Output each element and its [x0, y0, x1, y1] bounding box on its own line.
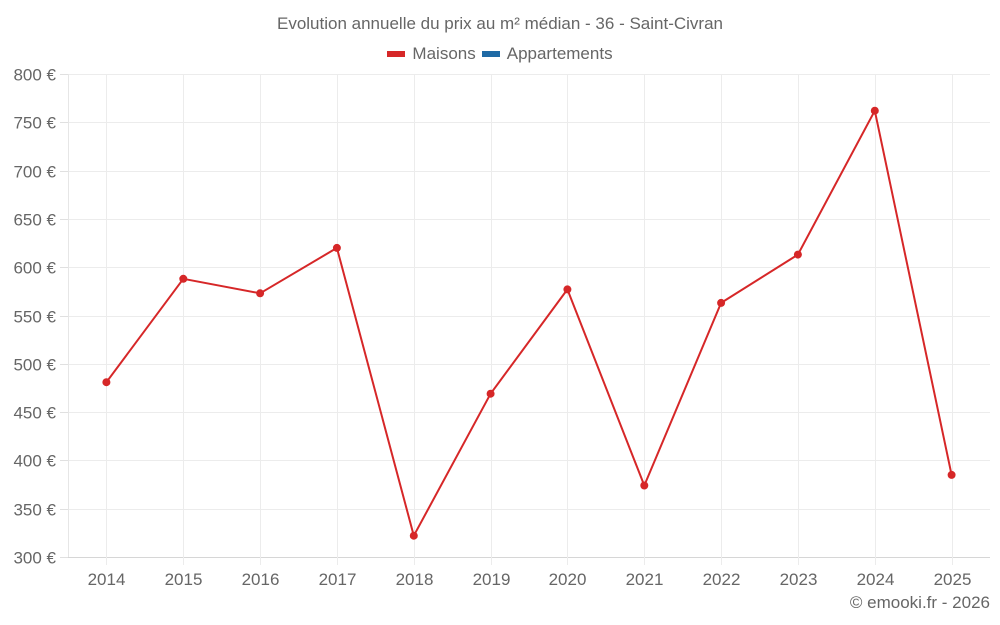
legend-item-maisons[interactable]: Maisons [387, 44, 476, 64]
grid-lines [68, 74, 990, 565]
legend-swatch-appartements [481, 51, 500, 57]
x-tick-label: 2021 [626, 570, 664, 589]
y-tick-label: 550 € [13, 308, 56, 327]
x-tick-label: 2019 [473, 570, 511, 589]
legend-swatch-maisons [387, 51, 406, 57]
data-point[interactable] [717, 298, 726, 307]
y-tick-label: 750 € [13, 114, 56, 133]
y-tick-label: 600 € [13, 259, 56, 278]
y-tick-label: 500 € [13, 356, 56, 375]
y-tick-label: 800 € [13, 66, 56, 85]
x-tick-label: 2014 [88, 570, 126, 589]
data-point[interactable] [563, 285, 572, 294]
chart-title: Evolution annuelle du prix au m² médian … [276, 14, 723, 33]
data-point[interactable] [332, 243, 341, 252]
data-point[interactable] [256, 289, 265, 298]
maisons-line [105, 109, 953, 537]
x-tick-label: 2020 [549, 570, 587, 589]
y-tick-label: 400 € [13, 452, 56, 471]
data-point[interactable] [409, 531, 418, 540]
y-tick-label: 650 € [13, 211, 56, 230]
legend-label-appartements: Appartements [506, 44, 613, 63]
x-tick-label: 2017 [319, 570, 357, 589]
data-point[interactable] [870, 106, 879, 115]
x-tick-label: 2025 [934, 570, 972, 589]
data-point[interactable] [793, 250, 802, 259]
x-axis: 2014 2015 2016 2017 2018 2019 2020 2021 2022 2023… [88, 570, 972, 589]
series-maisons [102, 106, 956, 540]
data-point[interactable] [102, 378, 111, 387]
y-tick-label: 700 € [13, 163, 56, 182]
data-point[interactable] [947, 470, 956, 479]
x-tick-label: 2023 [780, 570, 818, 589]
legend-label-maisons: Maisons [412, 44, 476, 63]
credit-text: © emooki.fr - 2026 [849, 593, 990, 612]
data-point[interactable] [486, 389, 495, 398]
legend-item-appartements[interactable]: Appartements [481, 44, 613, 64]
x-tick-label: 2018 [396, 570, 434, 589]
x-tick-label: 2015 [165, 570, 203, 589]
y-tick-label: 450 € [13, 404, 56, 423]
chart-legend: Maisons Appartements [0, 44, 1000, 64]
y-tick-label: 350 € [13, 501, 56, 520]
x-tick-label: 2022 [703, 570, 741, 589]
y-axis: 300 € 350 € 400 € 450 € 500 € 550 € 600 € 650 €… [13, 66, 68, 568]
x-tick-label: 2024 [857, 570, 895, 589]
y-tick-label: 300 € [13, 549, 56, 568]
data-point[interactable] [179, 274, 188, 283]
data-point[interactable] [640, 481, 649, 490]
x-tick-label: 2016 [242, 570, 280, 589]
